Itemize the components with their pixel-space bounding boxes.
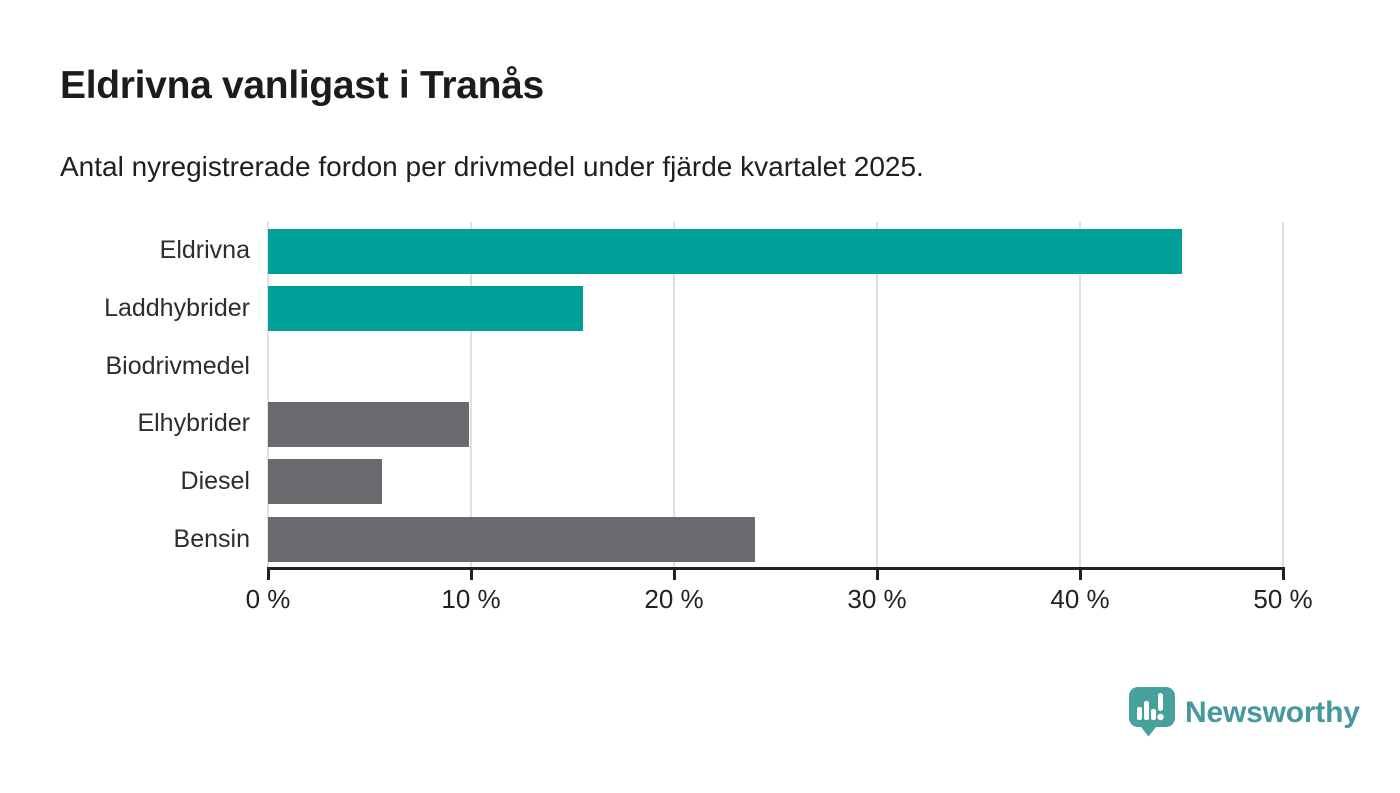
category-label: Elhybrider — [137, 409, 250, 438]
gridline — [876, 222, 878, 568]
category-label: Diesel — [180, 466, 250, 495]
gridline — [470, 222, 472, 568]
x-axis-tick — [470, 567, 473, 580]
chart-title: Eldrivna vanligast i Tranås — [60, 64, 544, 107]
bar — [268, 516, 756, 562]
x-tick-label: 10 % — [441, 584, 501, 614]
bar — [268, 286, 583, 332]
category-label: Eldrivna — [159, 236, 250, 265]
x-axis-tick — [1282, 567, 1285, 580]
x-axis-tick — [1079, 567, 1082, 580]
x-axis-tick — [876, 567, 879, 580]
gridline — [673, 222, 675, 568]
category-label: Laddhybrider — [104, 293, 250, 322]
newsworthy-logo: Newsworthy — [1128, 686, 1360, 740]
bar — [268, 401, 469, 447]
newsworthy-wordmark: Newsworthy — [1185, 696, 1360, 729]
x-tick-label: 0 % — [245, 584, 291, 614]
bar — [268, 228, 1182, 274]
gridline — [1079, 222, 1081, 568]
x-axis-tick — [267, 567, 270, 580]
category-label: Bensin — [173, 524, 250, 553]
x-axis-tick — [673, 567, 676, 580]
chart-subtitle: Antal nyregistrerade fordon per drivmede… — [60, 151, 924, 182]
plot-area: 0 % 10 % 20 % 30 % 40 % 50 % — [246, 222, 1313, 614]
gridline — [1282, 222, 1284, 568]
category-axis: Eldrivna Laddhybrider Biodrivmedel Elhybrid… — [0, 222, 250, 568]
x-tick-label: 20 % — [644, 584, 704, 614]
bar — [268, 459, 382, 505]
x-tick-label: 50 % — [1253, 584, 1313, 614]
x-tick-label: 40 % — [1050, 584, 1110, 614]
newsworthy-bubble-barchart-icon — [1129, 687, 1175, 737]
x-axis-line — [267, 567, 1285, 570]
x-tick-label: 30 % — [847, 584, 907, 614]
gridline — [267, 222, 269, 568]
category-label: Biodrivmedel — [105, 351, 250, 380]
